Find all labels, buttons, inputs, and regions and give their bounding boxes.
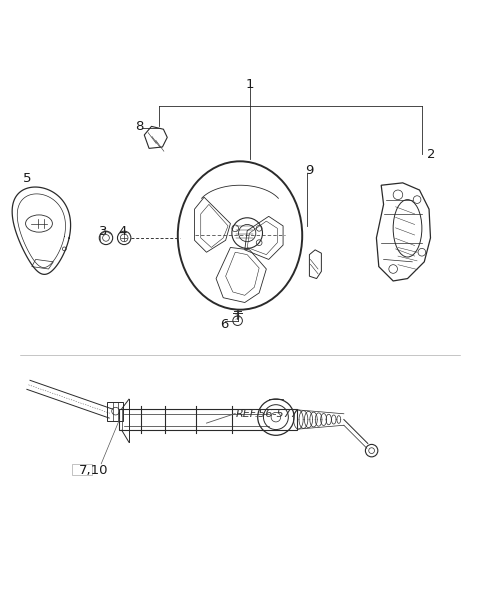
Text: 6: 6 (220, 318, 229, 330)
Text: 4: 4 (119, 225, 127, 238)
Text: 3: 3 (99, 225, 108, 238)
Text: 2: 2 (427, 148, 436, 161)
Text: 5: 5 (23, 172, 31, 185)
Text: REF.56-577: REF.56-577 (235, 408, 298, 419)
Text: 7,10: 7,10 (79, 465, 109, 477)
Text: 9: 9 (305, 165, 313, 177)
Text: 1: 1 (245, 78, 254, 91)
Text: 8: 8 (135, 120, 144, 133)
